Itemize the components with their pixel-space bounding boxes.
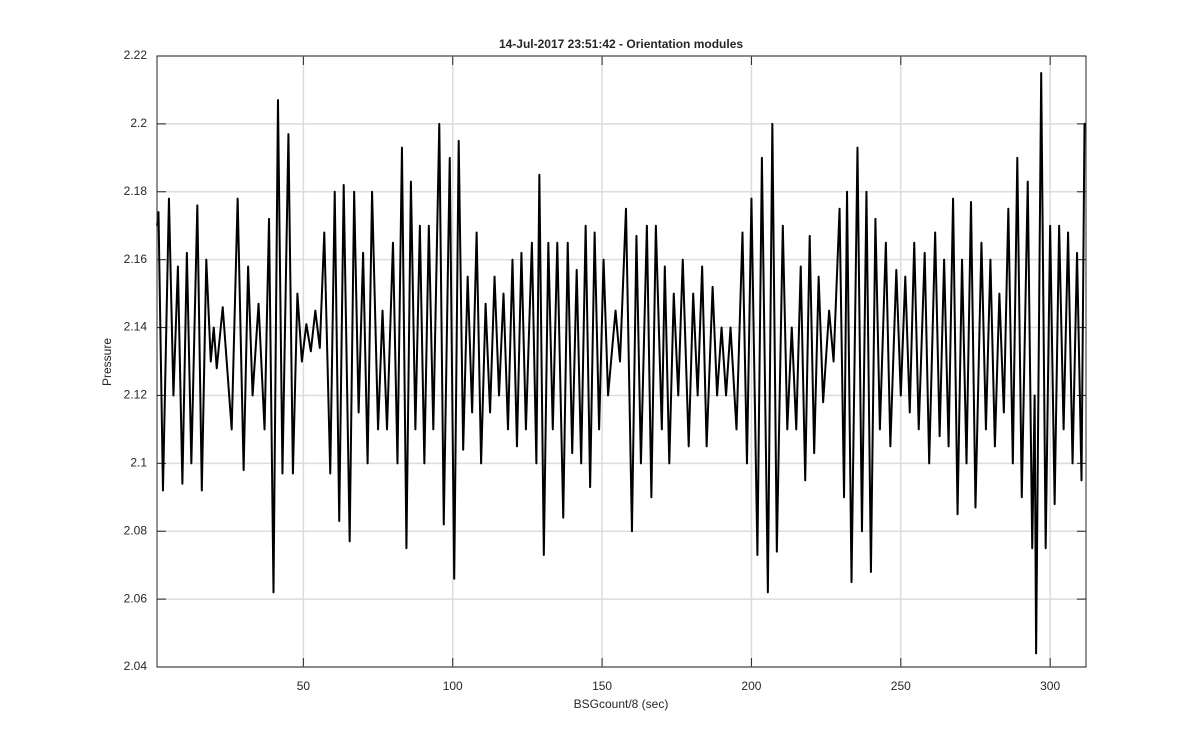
y-tick-label: 2.22 <box>124 48 148 62</box>
y-tick-label: 2.18 <box>124 184 148 198</box>
x-tick-label: 200 <box>741 679 761 693</box>
x-tick-label: 50 <box>297 679 311 693</box>
y-tick-label: 2.08 <box>124 523 148 537</box>
y-tick-label: 2.2 <box>130 116 147 130</box>
x-tick-label: 100 <box>443 679 463 693</box>
x-axis-label: BSGcount/8 (sec) <box>574 697 669 711</box>
y-tick-label: 2.06 <box>124 591 148 605</box>
x-tick-label: 300 <box>1040 679 1060 693</box>
x-tick-label: 250 <box>891 679 911 693</box>
y-tick-label: 2.14 <box>124 320 148 334</box>
y-tick-label: 2.12 <box>124 388 148 402</box>
x-tick-label: 150 <box>592 679 612 693</box>
axes-box <box>156 55 1087 668</box>
chart-title: 14-Jul-2017 23:51:42 - Orientation modul… <box>499 37 743 51</box>
y-axis-label: Pressure <box>100 338 114 386</box>
data-line <box>156 71 1086 655</box>
y-tick-label: 2.16 <box>124 252 148 266</box>
y-tick-label: 2.04 <box>124 659 148 673</box>
y-tick-label: 2.1 <box>130 456 147 470</box>
